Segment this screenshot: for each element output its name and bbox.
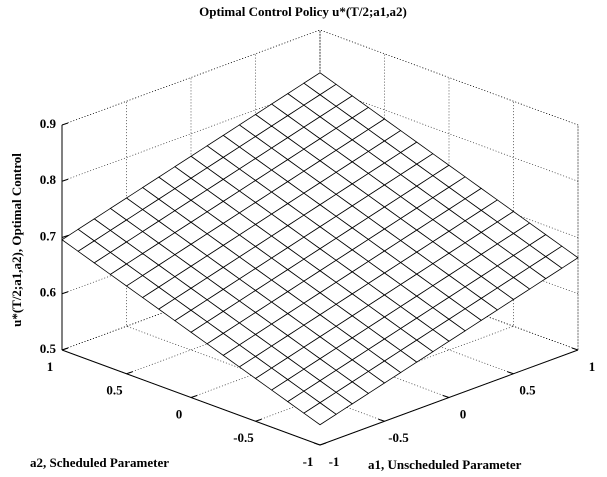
x-axis-label: a1, Unscheduled Parameter [368, 457, 522, 472]
z-tick-label: 0.5 [40, 341, 57, 356]
z-tick-label: 0.7 [40, 228, 57, 243]
x-tick-label: -0.5 [388, 430, 409, 445]
y-tick [190, 395, 198, 398]
y-tick-label: 1 [47, 359, 54, 374]
y-axis-label: a2, Scheduled Parameter [30, 455, 169, 470]
x-tick-label: 1 [589, 359, 596, 374]
y-tick-label: 0.5 [106, 383, 123, 398]
z-tick [61, 122, 69, 126]
z-tick [61, 178, 69, 182]
surface-cell [303, 402, 337, 426]
x-tick [571, 347, 579, 351]
chart-title: Optimal Control Policy u*(T/2;a1,a2) [199, 4, 407, 19]
x-tick-label: 0.5 [519, 383, 536, 398]
z-tick [61, 291, 69, 295]
x-tick [313, 442, 321, 446]
y-tick [255, 418, 262, 422]
z-tick-label: 0.6 [40, 285, 57, 300]
y-tick-label: -0.5 [233, 430, 254, 445]
x-tick [378, 418, 385, 422]
y-tick-label: -1 [303, 454, 314, 469]
y-tick [319, 442, 327, 446]
z-tick-label: 0.8 [40, 172, 57, 187]
y-tick-label: 0 [176, 406, 183, 421]
y-tick [126, 371, 133, 375]
z-tick [61, 235, 69, 238]
y-tick [61, 347, 69, 351]
x-tick-label: 0 [460, 406, 467, 421]
x-tick [442, 395, 450, 398]
x-tick [507, 371, 514, 375]
z-axis-label: u*(T/2;a1,a2), Optimal Control [9, 153, 24, 327]
z-tick-label: 0.9 [40, 116, 57, 131]
x-tick-label: -1 [329, 454, 340, 469]
